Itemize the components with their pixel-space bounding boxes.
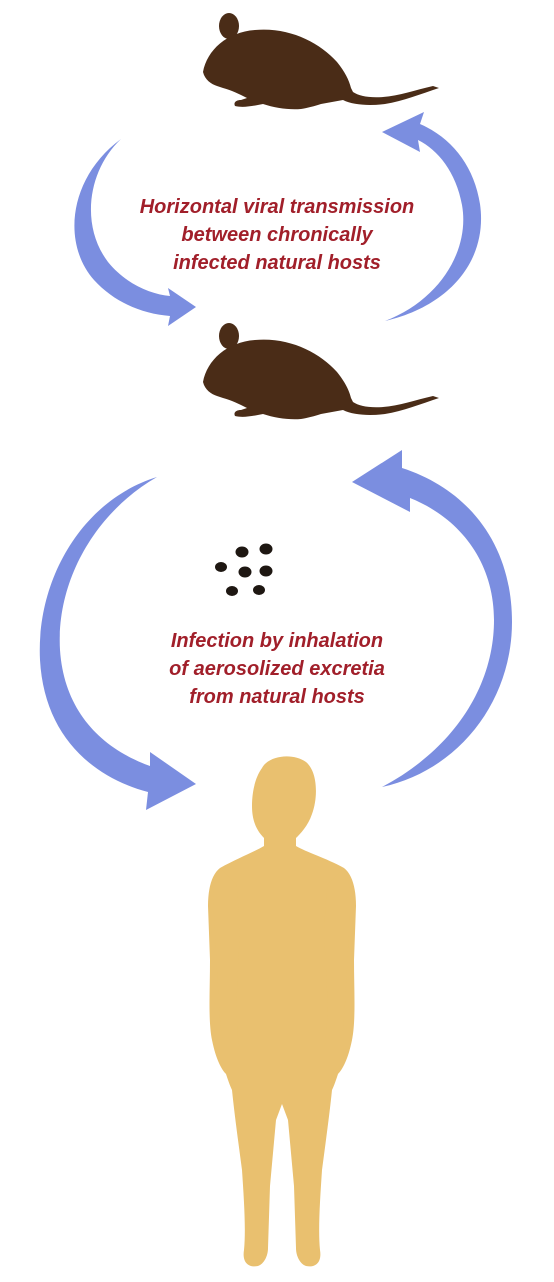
arrow-bottom-right-icon <box>352 450 512 787</box>
excreta-droplets-icon <box>215 543 273 596</box>
caption-inhalation-infection: Infection by inhalation of aerosolized e… <box>100 627 454 711</box>
caption-line: Infection by inhalation <box>170 630 384 652</box>
arrow-top-right-icon <box>382 112 482 321</box>
caption-horizontal-transmission: Horizontal viral transmission between ch… <box>77 193 477 277</box>
human-silhouette-icon <box>208 756 356 1267</box>
rodent-middle-icon <box>203 323 439 420</box>
caption-line: between chronically <box>181 224 373 246</box>
arrow-bottom-left-icon <box>39 477 197 810</box>
arrow-top-left-icon <box>74 139 196 326</box>
caption-line: of aerosolized excretia <box>169 658 385 680</box>
caption-line: from natural hosts <box>189 686 365 708</box>
rodent-top-icon <box>203 13 439 110</box>
caption-line: Horizontal viral transmission <box>139 196 415 218</box>
caption-line: infected natural hosts <box>173 252 381 274</box>
